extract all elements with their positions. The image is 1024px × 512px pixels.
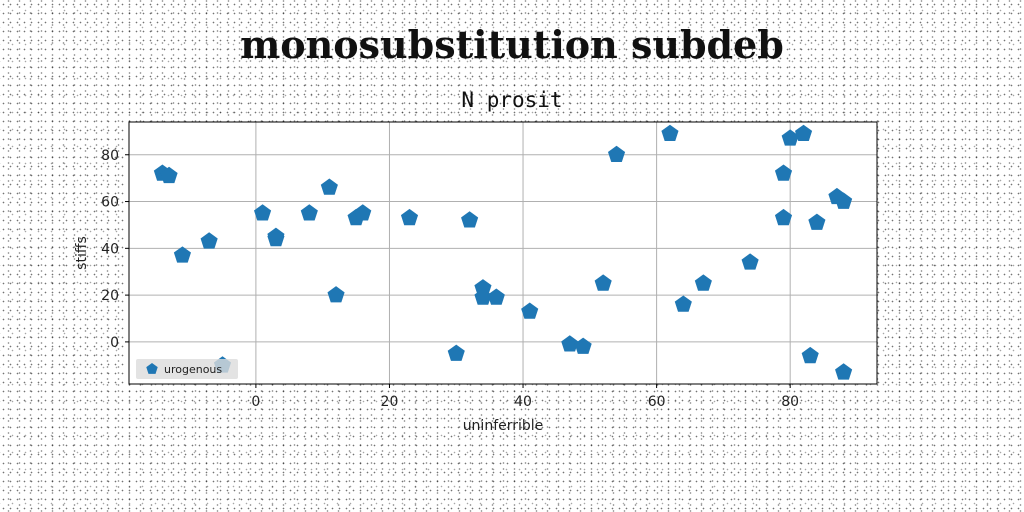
scatter-point: [808, 213, 826, 230]
scatter-point: [835, 192, 853, 209]
scatter-point: [794, 124, 813, 141]
legend-label: urogenous: [164, 363, 222, 376]
y-tick-label: 60: [101, 195, 119, 211]
scatter-point: [474, 279, 492, 296]
scatter-point: [661, 124, 679, 141]
scatter-point: [160, 166, 178, 184]
scatter-point: [774, 164, 793, 181]
legend-marker-icon: [146, 363, 158, 374]
x-tick-label: 20: [381, 394, 399, 410]
plot-area: [129, 122, 877, 384]
y-tick-label: 0: [110, 335, 119, 351]
scatter-point: [267, 229, 285, 247]
scatter-point: [200, 232, 218, 249]
scatter-point: [781, 129, 799, 146]
scatter-point: [561, 335, 579, 352]
scatter-point: [300, 204, 318, 221]
y-tick-label: 40: [101, 241, 119, 257]
scatter-point: [327, 286, 345, 303]
scatter-point: [674, 295, 692, 312]
x-tick-label: 40: [514, 394, 532, 410]
scatter-point: [835, 363, 853, 380]
legend-box: [136, 359, 238, 379]
x-tick-label: 80: [781, 394, 799, 410]
scatter-point: [774, 208, 793, 226]
scatter-point: [521, 302, 539, 319]
scatter-point: [447, 344, 465, 361]
x-axis-label: uninferrible: [463, 418, 544, 434]
y-tick-label: 80: [101, 148, 119, 164]
scatter-point: [173, 246, 191, 263]
scatter-point: [354, 204, 372, 221]
scatter-point: [574, 337, 592, 354]
scatter-point: [474, 288, 492, 305]
y-tick-label: 20: [101, 288, 119, 304]
chart-title: monosubstitution subdeb: [240, 22, 784, 67]
scatter-point: [461, 211, 479, 228]
y-axis-label: stiffs: [74, 236, 90, 270]
scatter-point: [801, 346, 819, 364]
axis-ticks: 0 20 40 60 80 0 20 40 60 80: [101, 148, 799, 410]
scatter-point: [487, 288, 505, 305]
x-tick-label: 0: [251, 394, 260, 410]
scatter-point: [320, 178, 338, 195]
scatter-point: [607, 145, 626, 163]
scatter-point: [694, 274, 712, 291]
scatter-point: [741, 253, 759, 270]
x-tick-label: 60: [648, 394, 666, 410]
plot-frame: [128, 121, 878, 385]
scatter-point: [594, 274, 612, 291]
chart-subtitle: N prosit: [461, 88, 563, 112]
legend: urogenous: [136, 359, 238, 379]
scatter-point: [254, 204, 272, 221]
scatter-point: [400, 208, 419, 226]
